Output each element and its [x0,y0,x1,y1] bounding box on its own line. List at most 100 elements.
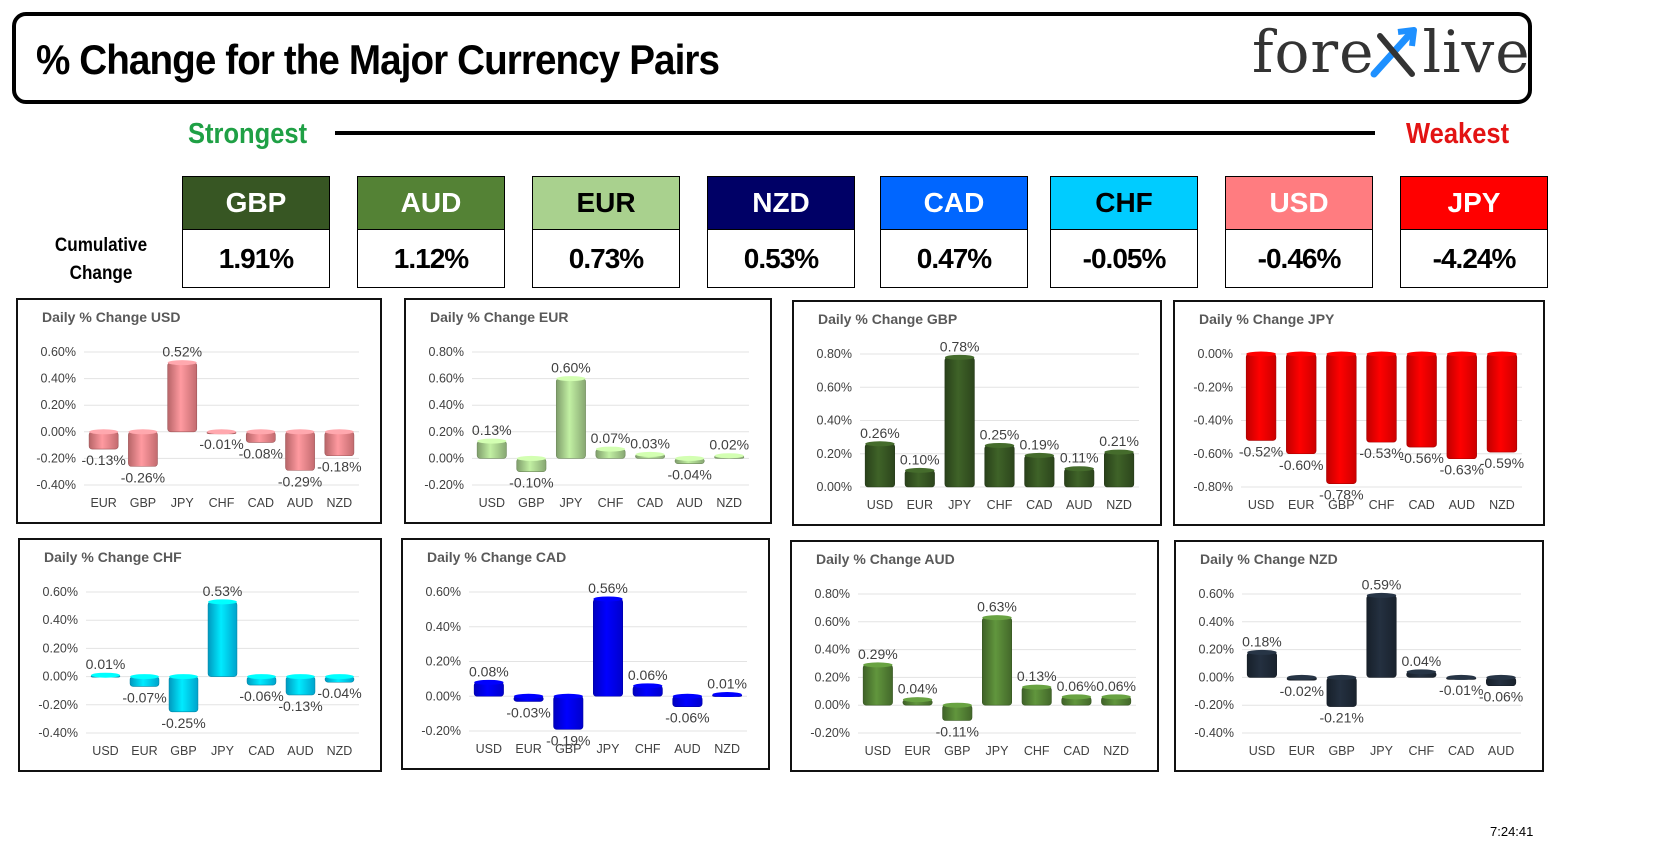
x-tick-label: CAD [1408,498,1434,512]
y-tick-label: 0.40% [429,398,464,412]
currency-card-jpy: JPY -4.24% [1400,176,1548,288]
bar-cap [593,596,623,602]
y-tick-label: 0.80% [817,347,852,361]
bar-cap [1247,649,1277,655]
x-tick-label: GBP [1328,744,1354,758]
bar-usd [1245,353,1277,441]
x-tick-label: USD [479,496,505,510]
currency-card-aud: AUD 1.12% [357,176,505,288]
data-label: 0.02% [709,437,749,453]
bar-nzd [1486,353,1518,453]
x-tick-label: CHF [1024,744,1050,758]
y-tick-label: 0.00% [1198,347,1233,361]
y-tick-label: 0.00% [43,670,78,684]
bar-cap [516,455,546,461]
bar-eur [88,431,119,450]
data-label: 0.21% [1099,433,1139,449]
y-tick-label: 0.20% [815,670,850,684]
x-tick-label: AUD [1449,498,1475,512]
x-tick-label: NZD [1489,498,1515,512]
currency-code: CAD [881,177,1027,230]
x-tick-label: EUR [515,742,541,756]
data-label: 0.04% [1402,653,1442,669]
y-tick-label: 0.20% [43,641,78,655]
data-label: -0.29% [278,473,322,489]
data-label: -0.04% [317,685,361,701]
data-label: -0.78% [1319,487,1363,503]
data-label: -0.08% [239,445,283,461]
bar-cap [865,441,895,447]
bar-cap [714,453,744,459]
x-tick-label: AUD [674,742,700,756]
currency-card-usd: USD -0.46% [1225,176,1373,288]
bar-cap [1406,669,1437,675]
x-tick-label: EUR [1289,744,1315,758]
y-tick-label: 0.00% [1199,670,1234,684]
strength-divider [335,131,1375,135]
logo-text-left: fore [1252,18,1375,86]
bar-cap [863,662,893,668]
y-tick-label: 0.60% [429,372,464,386]
x-tick-label: GBP [944,744,970,758]
bar-cap [1446,674,1476,680]
bar-jpy [593,598,623,697]
x-tick-label: CAD [248,744,274,758]
bar-cap [984,442,1015,448]
data-label: 0.56% [588,580,628,596]
y-tick-label: 0.00% [41,425,76,439]
bar-cap [1406,351,1437,357]
bar-aud [1064,468,1095,488]
data-label: 0.01% [707,676,747,692]
data-label: -0.60% [1279,457,1323,473]
bar-aud [1446,353,1477,460]
bar-cap [206,429,237,435]
y-tick-label: -0.20% [36,451,76,465]
chart-nzd: Daily % Change NZD 0.60% 0.40% 0.20% 0.00% -0… [1174,540,1544,772]
bar-cap [1487,351,1517,357]
title-banner [12,12,1532,104]
y-tick-label: 0.00% [815,698,850,712]
chart-title: Daily % Change EUR [430,309,568,325]
y-tick-label: 0.60% [817,380,852,394]
x-tick-label: NZD [716,496,742,510]
chart-title: Daily % Change GBP [818,311,957,327]
bar-chf [1366,353,1397,443]
bar-nzd [1104,451,1135,488]
data-label: -0.13% [81,452,125,468]
data-label: 0.19% [1020,436,1060,452]
y-tick-label: -0.40% [1193,414,1233,428]
cumulative-change-value: 0.53% [743,243,819,274]
bar-cap [1104,449,1134,455]
x-tick-label: GBP [555,742,581,756]
x-tick-label: CHF [1409,744,1435,758]
x-tick-label: JPY [597,742,621,756]
x-tick-label: GBP [1328,498,1354,512]
data-label: 0.06% [628,667,668,683]
x-tick-label: GBP [170,744,196,758]
x-tick-label: EUR [907,498,933,512]
bar-cap [325,674,354,680]
chart-aud: Daily % Change AUD 0.80% 0.60% 0.40% 0.20% 0.… [790,540,1159,772]
data-label: -0.52% [1239,443,1283,459]
bar-cap [128,429,158,435]
currency-card-eur: EUR 0.73% [532,176,680,288]
y-tick-label: 0.00% [426,689,461,703]
data-label: 0.53% [203,583,243,599]
bar-cap [1326,674,1357,680]
bar-cap [1246,351,1276,357]
chart-eur: Daily % Change EUR 0.80% 0.60% 0.40% 0.20% 0.… [404,298,772,524]
x-tick-label: EUR [90,496,116,510]
bar-cap [477,438,507,444]
chart-usd: Daily % Change USD 0.60% 0.40% 0.20% 0.00% -0… [16,298,382,524]
currency-code: GBP [183,177,329,230]
data-label: -0.25% [161,715,205,731]
bar-cap [553,693,583,699]
bar-gbp [1326,677,1357,707]
y-tick-label: 0.60% [41,345,76,359]
data-label: 0.18% [1242,633,1282,649]
x-tick-label: USD [92,744,118,758]
bar-jpy [1366,595,1397,678]
chart-title: Daily % Change CHF [44,549,182,565]
x-tick-label: EUR [131,744,157,758]
data-label: -0.04% [667,467,711,483]
